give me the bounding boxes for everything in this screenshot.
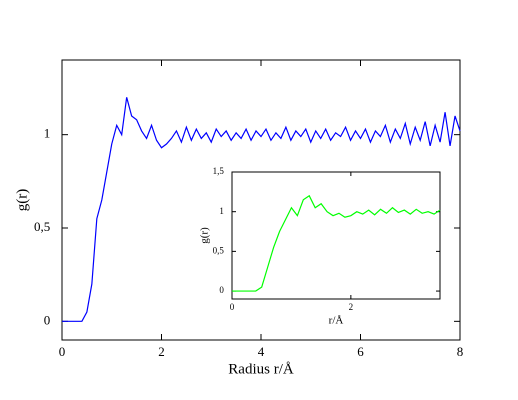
x-axis-label: r/Å <box>329 315 344 327</box>
y-tick-label: 1 <box>219 206 224 216</box>
x-axis-label: Radius r/Å <box>228 361 294 377</box>
y-tick-label: 1 <box>44 126 51 141</box>
y-tick-label: 0,5 <box>34 219 50 234</box>
data-line <box>62 97 461 322</box>
y-tick-label: 0 <box>44 312 51 327</box>
data-line <box>232 194 441 292</box>
x-tick-label: 0 <box>230 302 235 312</box>
y-axis-label: g(r) <box>199 227 211 244</box>
x-tick-label: 2 <box>349 302 354 312</box>
x-tick-label: 8 <box>457 344 464 359</box>
x-tick-label: 2 <box>158 344 165 359</box>
x-tick-label: 4 <box>258 344 265 359</box>
y-axis-label: g(r) <box>14 189 30 212</box>
y-tick-label: 0,5 <box>213 245 225 255</box>
x-tick-label: 6 <box>357 344 364 359</box>
x-tick-label: 0 <box>59 344 66 359</box>
y-tick-label: 1,5 <box>213 166 225 176</box>
plot-frame <box>231 171 441 300</box>
y-tick-label: 0 <box>219 285 224 295</box>
